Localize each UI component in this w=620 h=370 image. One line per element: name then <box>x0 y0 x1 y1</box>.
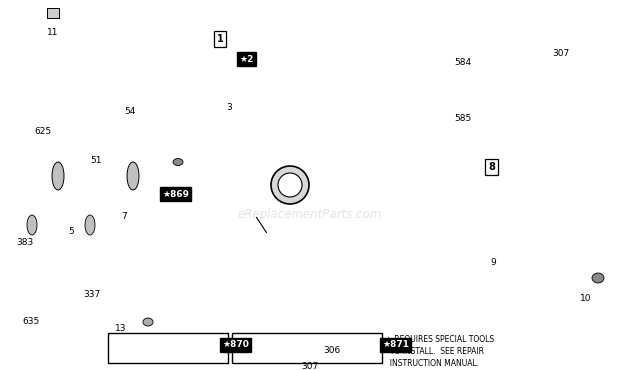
Ellipse shape <box>271 166 309 204</box>
Bar <box>490 80 590 275</box>
Bar <box>232 333 382 363</box>
PathPatch shape <box>395 100 430 290</box>
Text: 8: 8 <box>488 162 495 172</box>
Ellipse shape <box>53 339 68 357</box>
Text: ★2: ★2 <box>239 55 254 64</box>
Text: eReplacementParts.com: eReplacementParts.com <box>238 208 382 221</box>
PathPatch shape <box>240 275 440 310</box>
Circle shape <box>386 274 400 282</box>
Text: 307: 307 <box>301 362 319 370</box>
Bar <box>47 8 59 18</box>
PathPatch shape <box>265 95 415 290</box>
Ellipse shape <box>143 318 153 326</box>
Ellipse shape <box>202 346 212 353</box>
Circle shape <box>140 158 156 168</box>
Text: 13: 13 <box>115 324 126 333</box>
Bar <box>32 215 90 235</box>
Ellipse shape <box>52 162 64 190</box>
Text: 3: 3 <box>226 103 232 112</box>
Text: 584: 584 <box>454 58 471 67</box>
Circle shape <box>214 273 230 283</box>
Text: ★871: ★871 <box>382 340 409 349</box>
Bar <box>58 162 133 190</box>
Circle shape <box>271 274 285 282</box>
Text: ★ REQUIRES SPECIAL TOOLS
  TO INSTALL.  SEE REPAIR
  INSTRUCTION MANUAL.: ★ REQUIRES SPECIAL TOOLS TO INSTALL. SEE… <box>385 335 494 368</box>
Text: 5: 5 <box>68 227 74 236</box>
Ellipse shape <box>394 170 418 200</box>
Text: 625: 625 <box>35 127 52 136</box>
Text: 51: 51 <box>91 157 102 165</box>
Ellipse shape <box>278 173 302 197</box>
Text: 306: 306 <box>323 346 340 355</box>
Ellipse shape <box>173 158 183 165</box>
PathPatch shape <box>130 145 240 295</box>
Text: 11: 11 <box>47 28 58 37</box>
Ellipse shape <box>285 165 375 255</box>
Text: 383: 383 <box>16 238 33 247</box>
Ellipse shape <box>592 273 604 283</box>
Ellipse shape <box>27 215 37 235</box>
Text: ★870: ★870 <box>222 340 249 349</box>
Bar <box>215 35 430 300</box>
Ellipse shape <box>301 181 359 239</box>
Circle shape <box>214 158 230 168</box>
Text: ★869: ★869 <box>162 190 189 199</box>
Circle shape <box>386 111 400 119</box>
Text: 635: 635 <box>22 317 40 326</box>
Bar <box>228 35 328 130</box>
Text: 1: 1 <box>217 34 223 44</box>
Ellipse shape <box>303 349 311 361</box>
Circle shape <box>271 111 285 119</box>
Ellipse shape <box>157 210 207 240</box>
Ellipse shape <box>157 185 207 205</box>
Text: 10: 10 <box>580 295 591 303</box>
Text: 307: 307 <box>552 49 569 58</box>
Circle shape <box>140 273 156 283</box>
Ellipse shape <box>85 215 95 235</box>
Text: 7: 7 <box>121 212 127 221</box>
Ellipse shape <box>550 65 560 79</box>
Text: 585: 585 <box>454 114 471 123</box>
Text: 9: 9 <box>490 258 497 267</box>
PathPatch shape <box>280 65 430 95</box>
Text: 337: 337 <box>83 290 100 299</box>
Text: 54: 54 <box>124 107 135 115</box>
Bar <box>108 333 228 363</box>
Ellipse shape <box>69 342 81 354</box>
Ellipse shape <box>127 162 139 190</box>
